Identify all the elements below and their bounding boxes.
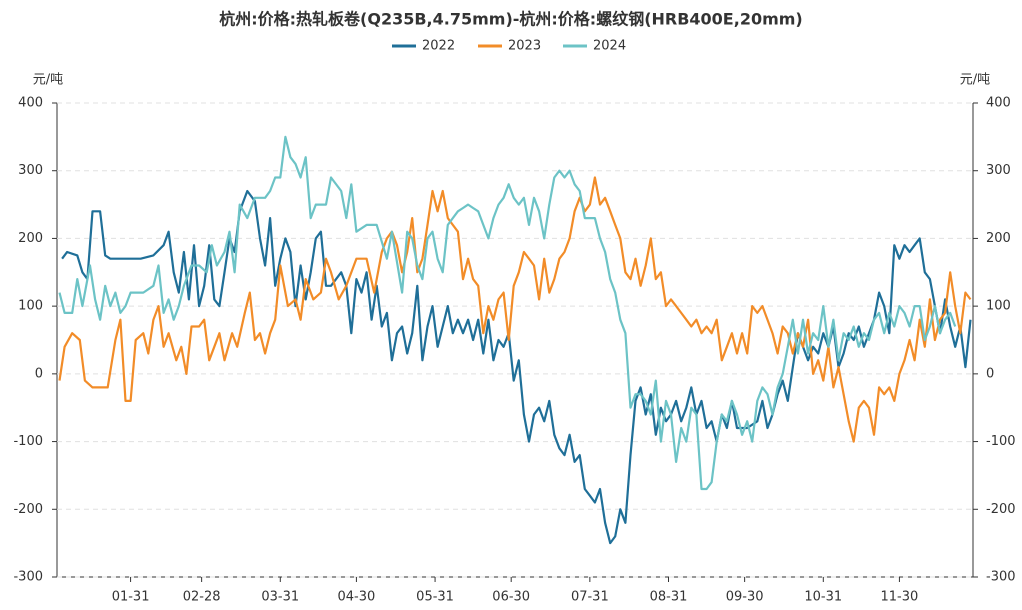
x-tick-label: 05-31 xyxy=(416,590,454,605)
x-tick-label: 08-31 xyxy=(650,590,688,605)
y2-tick-label: 200 xyxy=(986,231,1011,246)
series-line xyxy=(58,135,957,491)
x-tick-label: 06-30 xyxy=(492,590,530,605)
legend-label: 2024 xyxy=(593,39,626,54)
x-tick-label: 04-30 xyxy=(338,590,376,605)
x-tick-label: 02-28 xyxy=(183,590,221,605)
legend-label: 2022 xyxy=(422,39,455,54)
x-tick-label: 11-30 xyxy=(881,590,919,605)
y-tick-label: -200 xyxy=(13,502,43,517)
y-tick-label: 200 xyxy=(18,231,43,246)
x-tick-label: 07-31 xyxy=(571,590,609,605)
y2-tick-label: 100 xyxy=(986,299,1011,314)
y2-tick-label: 300 xyxy=(986,163,1011,178)
x-tick-label: 10-31 xyxy=(804,590,842,605)
x-tick-label: 01-31 xyxy=(112,590,150,605)
series-line xyxy=(58,176,972,443)
y-tick-label: -300 xyxy=(13,570,43,585)
series-line xyxy=(61,189,972,545)
y-tick-label: 300 xyxy=(18,163,43,178)
y2-tick-label: 400 xyxy=(986,96,1011,111)
y2-tick-label: 0 xyxy=(986,366,994,381)
y-tick-label: -100 xyxy=(13,434,43,449)
legend-label: 2023 xyxy=(508,39,541,54)
y-axis-label: 元/吨 xyxy=(33,73,63,88)
chart-title: 杭州:价格:热轧板卷(Q235B,4.75mm)-杭州:价格:螺纹钢(HRB40… xyxy=(219,10,803,29)
x-tick-label: 03-31 xyxy=(261,590,299,605)
y-tick-label: 0 xyxy=(35,366,43,381)
y-tick-label: 400 xyxy=(18,96,43,111)
y2-tick-label: -300 xyxy=(986,570,1016,585)
y2-axis-label: 元/吨 xyxy=(960,73,990,88)
y2-tick-label: -100 xyxy=(986,434,1016,449)
y-tick-label: 100 xyxy=(18,299,43,314)
y2-tick-label: -200 xyxy=(986,502,1016,517)
x-tick-label: 09-30 xyxy=(726,590,764,605)
